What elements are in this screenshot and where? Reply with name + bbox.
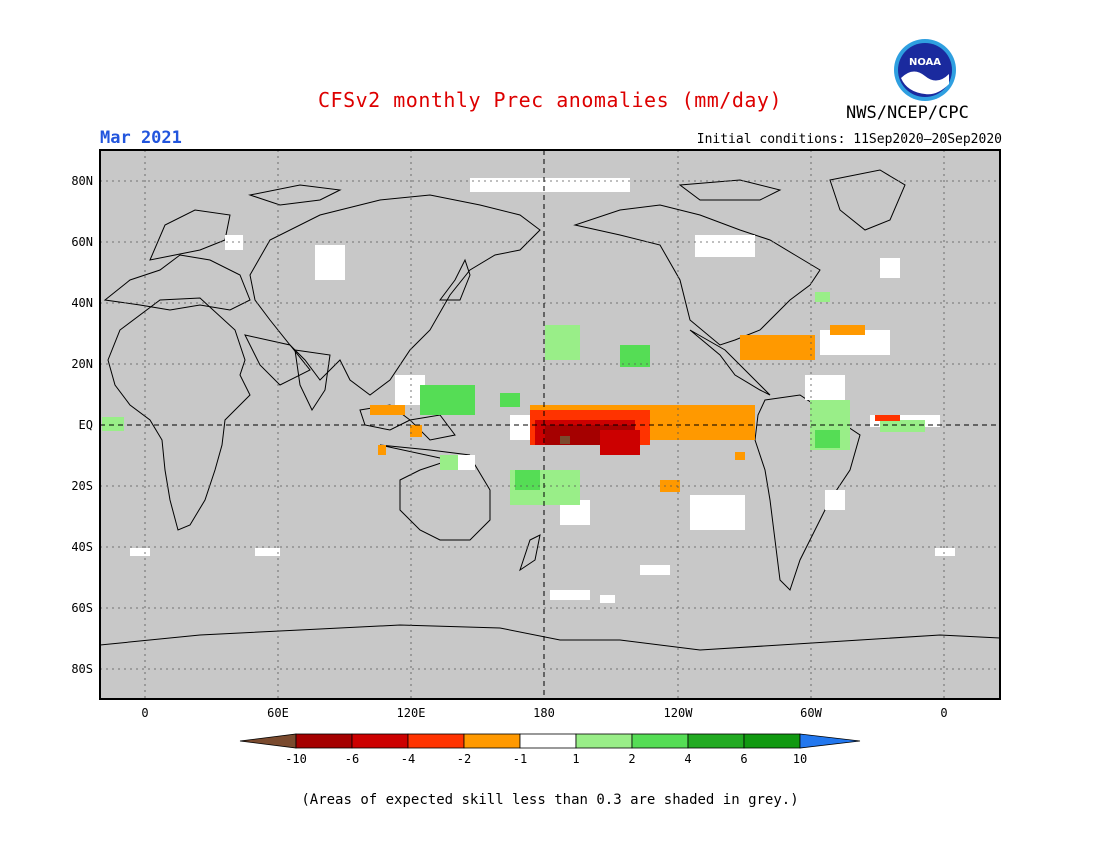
colorbar-swatch <box>407 733 465 749</box>
colorbar-label: 2 <box>628 752 635 766</box>
colorbar-swatch <box>463 733 521 749</box>
colorbar-swatch <box>687 733 745 749</box>
colorbar-swatch <box>743 733 801 749</box>
colorbar-right-arrow <box>799 733 861 749</box>
target-month: Mar 2021 <box>100 128 182 148</box>
colorbar-swatch <box>631 733 689 749</box>
colorbar-label: 6 <box>740 752 747 766</box>
lon-label: 0 <box>940 706 947 720</box>
lat-label: 80N <box>71 174 93 188</box>
lat-label: 60N <box>71 235 93 249</box>
initial-conditions: Initial conditions: 11Sep2020–20Sep2020 <box>696 132 1002 147</box>
colorbar-swatch <box>351 733 409 749</box>
colorbar-label: -1 <box>513 752 527 766</box>
lat-labels: 80N 60N 40N 20N EQ 20S 40S 60S 80S <box>71 174 93 676</box>
noaa-logo: NOAA <box>894 39 956 101</box>
lon-label: 60W <box>800 706 822 720</box>
colorbar-swatch <box>575 733 633 749</box>
colorbar-label: -4 <box>401 752 415 766</box>
lon-label: 120E <box>397 706 426 720</box>
colorbar-label: 1 <box>572 752 579 766</box>
equator-dateline <box>100 150 1000 699</box>
colorbar-labels: -10 -6 -4 -2 -1 1 2 4 6 10 <box>285 752 807 766</box>
lat-label: 40N <box>71 296 93 310</box>
chart-title: CFSv2 monthly Prec anomalies (mm/day) <box>317 88 783 112</box>
colorbar-label: 10 <box>793 752 807 766</box>
lon-label: 0 <box>141 706 148 720</box>
lat-label: EQ <box>79 418 93 432</box>
footnote: (Areas of expected skill less than 0.3 a… <box>301 792 799 808</box>
lat-label: 20S <box>71 479 93 493</box>
lat-label: 60S <box>71 601 93 615</box>
colorbar-label: -2 <box>457 752 471 766</box>
colorbar <box>239 733 861 749</box>
colorbar-label: 4 <box>684 752 691 766</box>
lon-label: 120W <box>664 706 694 720</box>
gridlines <box>100 150 1000 699</box>
lon-label: 180 <box>533 706 555 720</box>
lat-label: 80S <box>71 662 93 676</box>
noaa-logo-text: NOAA <box>909 57 941 68</box>
lat-label: 40S <box>71 540 93 554</box>
near-zero-patches <box>130 178 955 603</box>
agency-label: NWS/NCEP/CPC <box>846 103 969 123</box>
colorbar-swatch <box>295 733 353 749</box>
lat-label: 20N <box>71 357 93 371</box>
colorbar-swatch <box>519 733 577 749</box>
colorbar-left-arrow <box>239 733 297 749</box>
map-frame <box>99 149 1001 700</box>
colorbar-label: -10 <box>285 752 307 766</box>
dry-anomalies <box>370 325 900 492</box>
colorbar-label: -6 <box>345 752 359 766</box>
lon-label: 60E <box>267 706 289 720</box>
anomaly-fields <box>100 169 1000 651</box>
lon-labels: 0 60E 120E 180 120W 60W 0 <box>141 706 947 720</box>
